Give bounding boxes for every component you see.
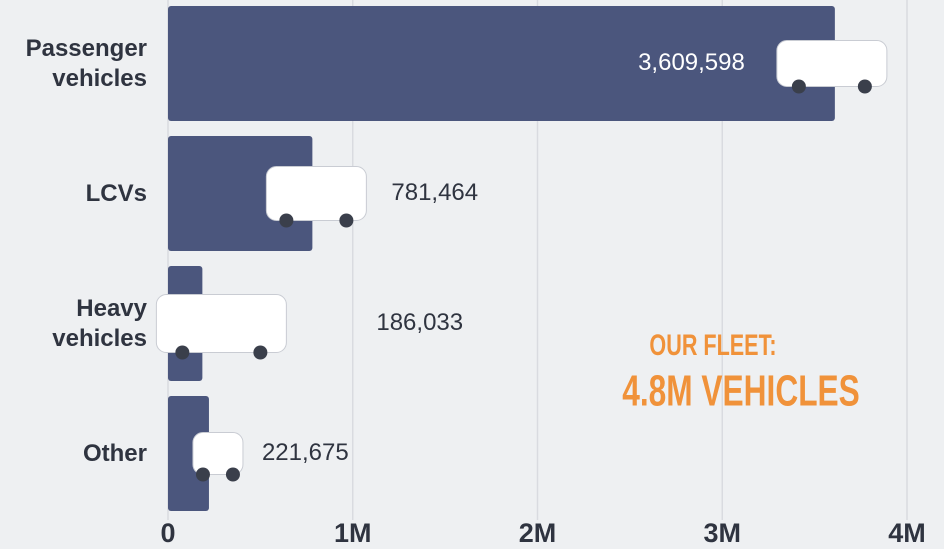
annotation: OUR FLEET: (649, 327, 776, 361)
vehicle-icon (193, 433, 243, 482)
value-label: 221,675 (262, 439, 349, 466)
icon-wheel (175, 346, 189, 360)
vehicle-icon (156, 295, 286, 360)
icon-wheel (339, 214, 353, 228)
category-label: Heavy vehicles (0, 294, 147, 354)
category-label: Other (0, 439, 147, 469)
x-tick-label: 4M (888, 518, 926, 548)
x-tick-label: 0 (160, 518, 175, 548)
category-label: Passenger vehicles (0, 34, 147, 94)
category-label: LCVs (0, 179, 147, 209)
icon-wheel (196, 468, 210, 482)
page: 0 1M 2M 3M 4M 3,609,598 781,464 186,033 221,675 O… (0, 0, 944, 549)
icon-body (156, 295, 286, 353)
icon-wheel (792, 80, 806, 94)
value-label: 186,033 (376, 309, 463, 336)
value-label: 3,609,598 (638, 49, 745, 76)
icon-body (777, 41, 887, 87)
annotation: 4.8M VEHICLES (622, 367, 860, 416)
icon-wheel (226, 468, 240, 482)
icon-wheel (253, 346, 267, 360)
icon-wheel (279, 214, 293, 228)
vehicle-icon (266, 167, 366, 228)
icon-body (266, 167, 366, 221)
vehicle-icon (777, 41, 887, 94)
x-tick-label: 3M (703, 518, 741, 548)
x-tick-label: 2M (519, 518, 557, 548)
value-label: 781,464 (391, 179, 478, 206)
x-tick-label: 1M (334, 518, 372, 548)
icon-wheel (858, 80, 872, 94)
